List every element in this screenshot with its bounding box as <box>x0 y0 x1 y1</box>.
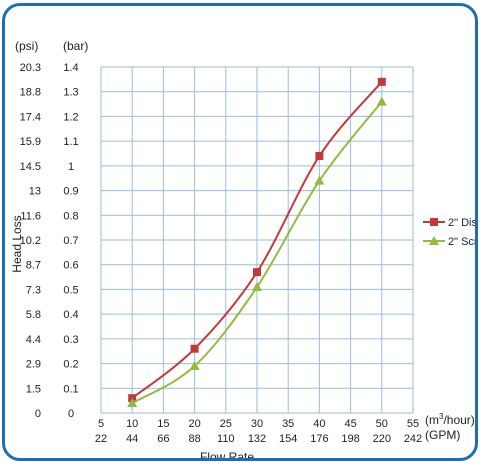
x-tick-label-m3h: 45 <box>344 418 356 430</box>
data-point-screen <box>252 281 262 291</box>
y-tick-label-psi: 11.6 <box>20 210 41 222</box>
y-tick-label-bar: 0.6 <box>63 260 78 272</box>
y-tick-label-bar: 0 <box>68 408 74 420</box>
data-point-screen <box>189 361 200 371</box>
y-tick-label-psi: 15.9 <box>20 136 41 148</box>
series-layer <box>127 77 387 408</box>
y-tick-label-psi: 7.3 <box>26 284 41 296</box>
x-tick-label-m3h: 20 <box>188 418 200 430</box>
y-tick-label-psi: 17.4 <box>20 111 41 123</box>
x-tick-label-gpm: 198 <box>341 433 359 445</box>
x-tick-label-gpm: 132 <box>248 433 266 445</box>
data-point-disk <box>253 268 261 277</box>
y-tick-label-psi: 20.3 <box>20 62 41 74</box>
x-tick-label-m3h: 30 <box>251 418 263 430</box>
y-tick-label-psi: 1.5 <box>26 383 41 395</box>
y-unit-bar: (bar) <box>63 39 88 53</box>
chart-frame: 0 0 1.5 0.1 2.9 0.2 4.4 0.3 5.8 0.4 7.3 0.5 8.7 0.6 10… <box>2 3 478 461</box>
x-tick-label-m3h: 5 <box>98 418 104 430</box>
x-tick-label-m3h: 50 <box>376 418 388 430</box>
y-tick-label-bar: 0.5 <box>63 284 78 296</box>
y-tick-label-psi: 0 <box>35 408 41 420</box>
y-tick-label-psi: 8.7 <box>26 260 41 272</box>
legend-marker-screen <box>429 236 439 245</box>
x-tick-label-gpm: 242 <box>404 433 422 445</box>
y-tick-label-bar: 1 <box>68 161 74 173</box>
legend-marker-disk <box>430 218 438 226</box>
y-tick-label-bar: 0.8 <box>63 210 78 222</box>
y-tick-label-bar: 1.1 <box>63 136 78 148</box>
legend: 2" Disk 2" Screen <box>423 217 478 248</box>
data-point-screen <box>376 96 387 106</box>
y-tick-label-bar: 0.9 <box>63 186 78 198</box>
y-tick-label-psi: 10.2 <box>20 235 41 247</box>
x-tick-labels: 5 22 10 44 15 66 20 88 25 110 30 132 35 154 40 176 45 198… <box>95 418 422 445</box>
x-tick-label-gpm: 154 <box>279 433 297 445</box>
x-tick-label-gpm: 110 <box>217 433 235 445</box>
x-unit-gpm: (GPM) <box>425 428 460 442</box>
y-tick-label-psi: 2.9 <box>26 359 41 371</box>
y-tick-label-bar: 1.3 <box>63 87 78 99</box>
x-tick-label-gpm: 22 <box>95 433 107 445</box>
x-tick-label-m3h: 40 <box>313 418 325 430</box>
x-unit-m3-hour: (m3/hour) <box>425 412 475 427</box>
grid <box>100 66 414 414</box>
data-point-disk <box>190 344 199 353</box>
x-tick-label-m3h: 10 <box>126 418 138 430</box>
y-tick-labels: 0 01.5 0.12.9 0.24.4 0.35.8 0.47.3 0.58.7 0.610… <box>20 62 79 420</box>
y-unit-psi: (psi) <box>15 39 38 53</box>
x-tick-label-gpm: 44 <box>126 433 138 445</box>
legend-label-disk: 2" Disk <box>448 217 478 229</box>
y-tick-label-psi: 13 <box>29 186 41 198</box>
y-axis-title: Head Loss <box>10 215 24 272</box>
data-point-screen <box>127 398 138 408</box>
y-tick-label-bar: 0.3 <box>63 334 78 346</box>
y-tick-label-bar: 1.2 <box>63 111 78 123</box>
x-tick-label-gpm: 88 <box>188 433 200 445</box>
legend-label-screen: 2" Screen <box>448 236 478 248</box>
data-point-disk <box>315 151 324 160</box>
y-tick-label-psi: 14.5 <box>20 161 41 173</box>
y-tick-label-bar: 1.4 <box>63 62 78 74</box>
head-loss-chart: 0 01.5 0.12.9 0.24.4 0.35.8 0.47.3 0.58.7 0.610… <box>10 39 478 461</box>
data-point-disk <box>377 77 386 86</box>
y-tick-label-bar: 0.4 <box>63 309 78 321</box>
x-axis-title: Flow Rate <box>200 450 254 461</box>
x-tick-label-gpm: 220 <box>373 433 391 445</box>
x-tick-label-m3h: 15 <box>157 418 169 430</box>
series-line-screen <box>131 100 383 404</box>
y-tick-label-psi: 18.8 <box>20 87 41 99</box>
x-tick-label-m3h: 55 <box>407 418 419 430</box>
x-tick-label-gpm: 176 <box>310 433 328 445</box>
x-tick-label-m3h: 35 <box>282 418 294 430</box>
y-tick-label-psi: 5.8 <box>26 309 41 321</box>
y-tick-label-bar: 0.7 <box>63 235 78 247</box>
y-tick-label-bar: 0.1 <box>63 383 78 395</box>
y-tick-label-psi: 4.4 <box>26 334 41 346</box>
data-point-screen <box>314 175 325 185</box>
series-line-disk <box>131 81 383 399</box>
x-tick-label-m3h: 25 <box>220 418 232 430</box>
y-tick-label-bar: 0.2 <box>63 359 78 371</box>
x-tick-label-gpm: 66 <box>157 433 169 445</box>
